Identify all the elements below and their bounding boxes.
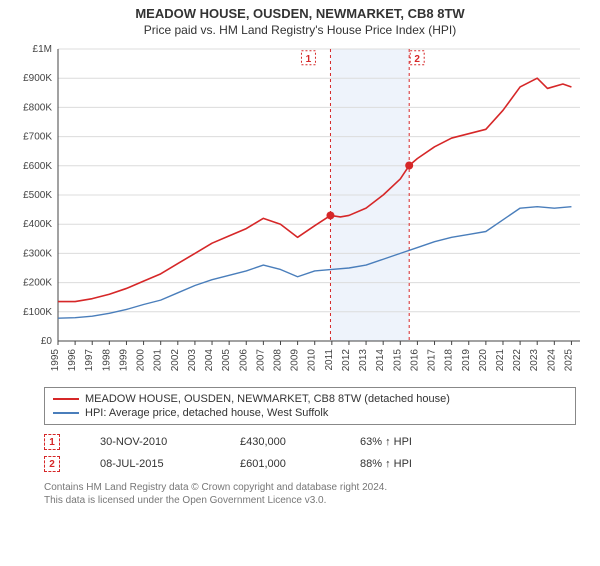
svg-text:2014: 2014 (375, 349, 386, 372)
svg-text:1995: 1995 (50, 349, 61, 372)
sale-price: £430,000 (240, 436, 320, 448)
svg-text:2006: 2006 (238, 349, 249, 372)
sale-price: £601,000 (240, 458, 320, 470)
svg-text:2020: 2020 (478, 349, 489, 372)
sales-table: 1 30-NOV-2010 £430,000 63% ↑ HPI 2 08-JUL-201… (44, 431, 576, 475)
price-chart: £0 £100K £200K £300K £400K £500K £600K £700K £80… (10, 41, 590, 381)
legend-swatch (53, 398, 79, 400)
sale-date: 08-JUL-2015 (100, 458, 200, 470)
svg-text:£800K: £800K (23, 102, 52, 113)
svg-text:£700K: £700K (23, 132, 52, 143)
svg-text:1996: 1996 (67, 349, 78, 372)
svg-text:£500K: £500K (23, 190, 52, 201)
svg-text:2009: 2009 (290, 349, 301, 372)
svg-text:2004: 2004 (204, 349, 215, 372)
footnote: Contains HM Land Registry data © Crown c… (44, 481, 576, 507)
svg-text:1998: 1998 (101, 349, 112, 372)
svg-text:1999: 1999 (118, 349, 129, 372)
svg-text:£600K: £600K (23, 161, 52, 172)
svg-text:2003: 2003 (187, 349, 198, 372)
sale-vs-hpi: 63% ↑ HPI (360, 436, 412, 448)
svg-text:2019: 2019 (461, 349, 472, 372)
svg-text:2011: 2011 (324, 349, 335, 371)
sale-row: 1 30-NOV-2010 £430,000 63% ↑ HPI (44, 431, 576, 453)
svg-text:2013: 2013 (358, 349, 369, 372)
svg-text:£300K: £300K (23, 248, 52, 259)
svg-text:2005: 2005 (221, 349, 232, 372)
svg-text:£1M: £1M (33, 44, 52, 55)
sale-vs-hpi: 88% ↑ HPI (360, 458, 412, 470)
svg-text:£200K: £200K (23, 278, 52, 289)
svg-text:2000: 2000 (136, 349, 147, 372)
svg-text:2025: 2025 (563, 349, 574, 372)
svg-text:2007: 2007 (255, 349, 266, 372)
svg-text:£0: £0 (41, 336, 53, 347)
legend-label: MEADOW HOUSE, OUSDEN, NEWMARKET, CB8 8TW… (85, 393, 450, 405)
svg-text:2001: 2001 (153, 349, 164, 372)
legend-swatch (53, 412, 79, 414)
legend-label: HPI: Average price, detached house, West… (85, 407, 328, 419)
chart-subtitle: Price paid vs. HM Land Registry's House … (0, 23, 600, 37)
svg-text:2002: 2002 (170, 349, 181, 372)
svg-text:2017: 2017 (427, 349, 438, 372)
svg-text:2010: 2010 (307, 349, 318, 372)
sale-marker: 1 (44, 434, 60, 450)
svg-text:1: 1 (306, 54, 312, 65)
svg-text:£900K: £900K (23, 73, 52, 84)
svg-text:2024: 2024 (546, 349, 557, 372)
svg-text:2008: 2008 (272, 349, 283, 372)
legend: MEADOW HOUSE, OUSDEN, NEWMARKET, CB8 8TW… (44, 387, 576, 425)
legend-item: HPI: Average price, detached house, West… (53, 406, 567, 420)
svg-text:2023: 2023 (529, 349, 540, 372)
sale-date: 30-NOV-2010 (100, 436, 200, 448)
svg-text:£400K: £400K (23, 219, 52, 230)
chart-svg: £0 £100K £200K £300K £400K £500K £600K £700K £80… (10, 41, 590, 381)
svg-text:2012: 2012 (341, 349, 352, 372)
footnote-line: Contains HM Land Registry data © Crown c… (44, 481, 576, 494)
sale-row: 2 08-JUL-2015 £601,000 88% ↑ HPI (44, 453, 576, 475)
svg-text:2021: 2021 (495, 349, 506, 372)
svg-text:2015: 2015 (392, 349, 403, 372)
sale-marker: 2 (44, 456, 60, 472)
svg-text:£100K: £100K (23, 307, 52, 318)
legend-item: MEADOW HOUSE, OUSDEN, NEWMARKET, CB8 8TW… (53, 392, 567, 406)
svg-text:1997: 1997 (84, 349, 95, 372)
footnote-line: This data is licensed under the Open Gov… (44, 494, 576, 507)
svg-text:2: 2 (414, 54, 420, 65)
svg-text:2016: 2016 (409, 349, 420, 372)
svg-text:2022: 2022 (512, 349, 523, 372)
svg-text:2018: 2018 (444, 349, 455, 372)
chart-title: MEADOW HOUSE, OUSDEN, NEWMARKET, CB8 8TW (0, 6, 600, 21)
